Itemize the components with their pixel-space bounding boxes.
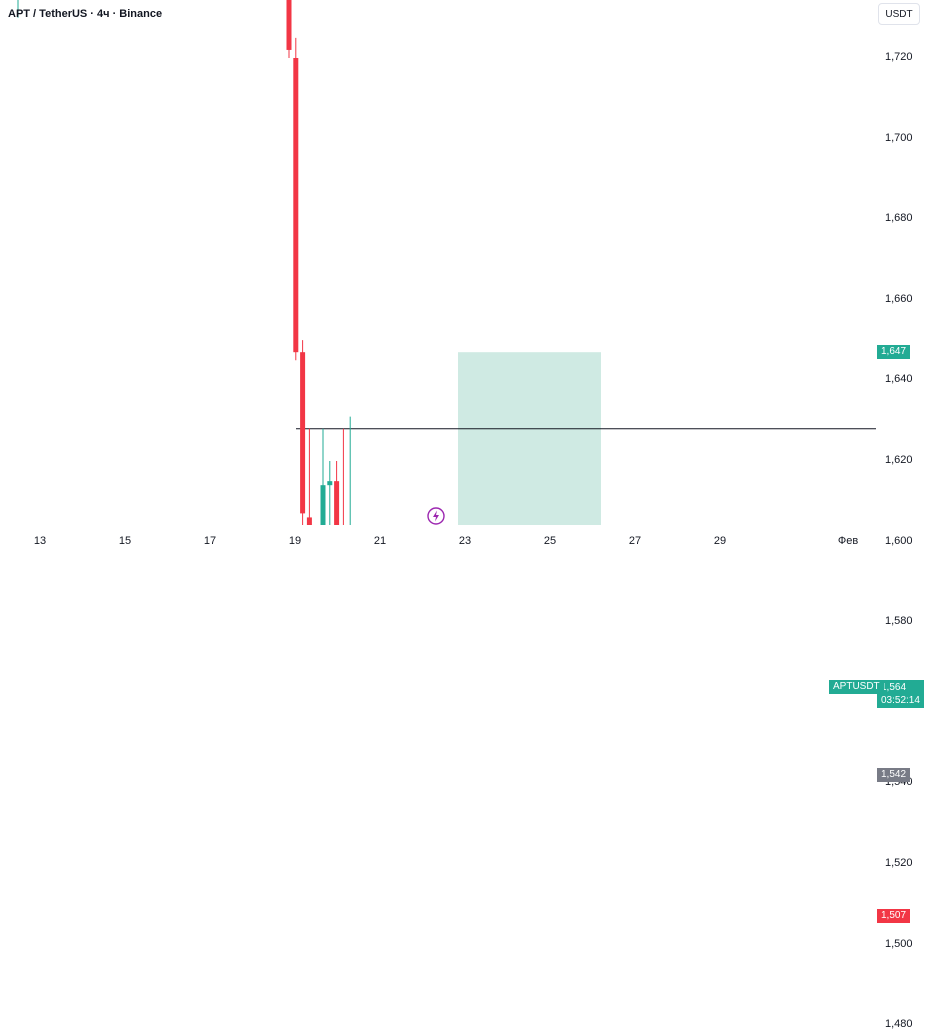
price-chart[interactable] (0, 0, 876, 525)
candle-body (320, 485, 326, 525)
price-tick: 1,680 (885, 212, 913, 225)
chart-area[interactable]: APT / TetherUS · 4ч · Binance (0, 0, 876, 525)
currency-button[interactable]: USDT (878, 3, 920, 25)
time-tick: 15 (118, 535, 132, 547)
candle-body (286, 0, 292, 50)
price-tick: 1,700 (885, 131, 913, 144)
time-tick: 29 (713, 535, 727, 547)
time-tick: 27 (628, 535, 642, 547)
price-axis[interactable]: 1,7401,7201,7001,6801,6601,6401,6201,600… (876, 0, 932, 1030)
candle-body (300, 352, 306, 514)
price-tick: 1,720 (885, 51, 913, 63)
time-tick: Фев (837, 535, 859, 547)
time-tick: 25 (543, 535, 557, 547)
current-price-label: 1,564 03:52:14 (877, 679, 924, 708)
price-tick: 1,500 (885, 937, 913, 950)
lightning-icon[interactable] (427, 507, 445, 525)
stop-price-label: 1,507 (877, 909, 911, 924)
symbol-tag: APTUSDT (829, 679, 884, 694)
candle-body (306, 517, 312, 525)
time-tick: 17 (203, 535, 217, 547)
candle-body (293, 58, 299, 353)
time-tick: 21 (373, 535, 387, 547)
current-price: 1,564 (881, 681, 907, 693)
price-tick: 1,580 (885, 615, 913, 628)
bar-countdown: 03:52:14 (881, 694, 920, 706)
price-tick: 1,480 (885, 1018, 913, 1030)
entry-price-label: 1,542 (877, 768, 911, 783)
time-tick: 19 (288, 535, 302, 547)
price-tick: 1,620 (885, 454, 913, 466)
time-tick: 23 (458, 535, 472, 547)
profit-zone (458, 352, 601, 525)
candle-body (327, 481, 333, 486)
time-tick: 13 (33, 535, 47, 547)
price-tick: 1,640 (885, 373, 913, 386)
price-tick: 1,600 (885, 534, 913, 547)
target-price-label: 1,647 (877, 345, 911, 360)
time-axis[interactable]: 13 15 17 19 21 23 25 27 29 Фев (0, 525, 876, 550)
price-tick: 1,520 (885, 857, 913, 869)
symbol-legend: APT / TetherUS · 4ч · Binance (8, 8, 163, 20)
price-tick: 1,660 (885, 292, 913, 305)
candle-body (334, 481, 340, 525)
